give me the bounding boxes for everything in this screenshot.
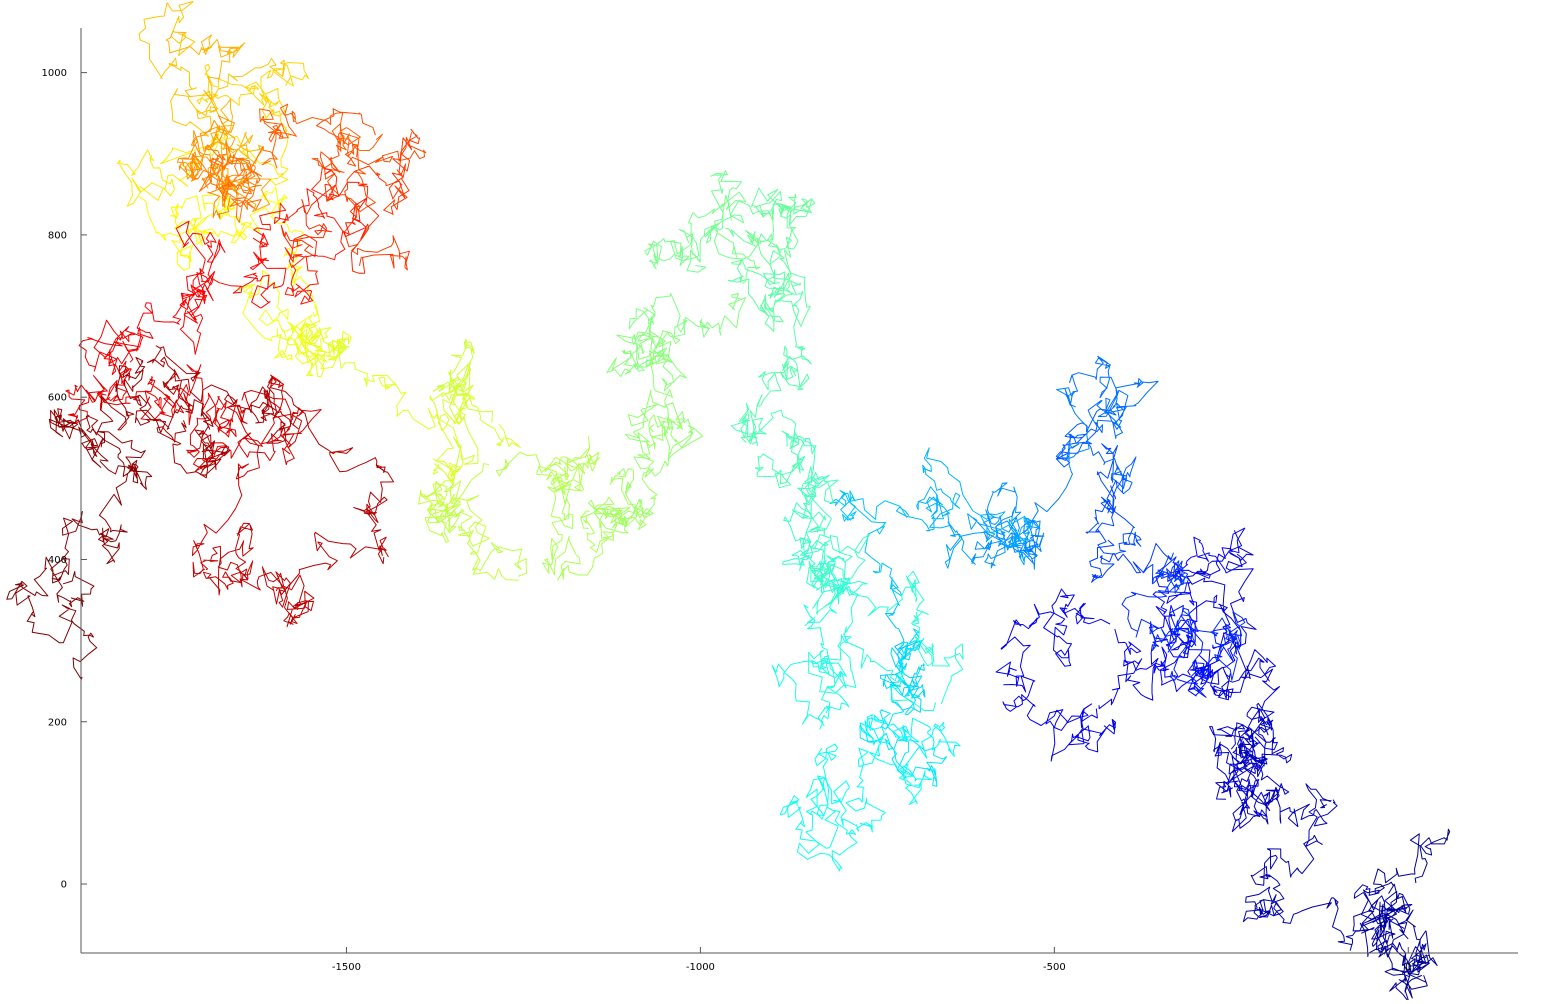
walk-segment — [263, 376, 394, 565]
walk-segment — [48, 408, 146, 484]
walk-segment — [944, 513, 1041, 569]
walk-segment — [200, 522, 286, 605]
x-tick-label: -500 — [1043, 962, 1066, 973]
walk-segment — [136, 268, 216, 355]
walk-segment — [165, 30, 265, 164]
walk-segment — [52, 438, 153, 577]
walk-segment — [880, 628, 926, 713]
walk-segment — [276, 325, 352, 377]
walk-segment — [138, 1, 286, 137]
walk-segment — [783, 502, 870, 589]
y-tick-label: 0 — [61, 880, 67, 891]
walk-segment — [85, 356, 191, 451]
axes — [80, 28, 1518, 954]
walk-segment — [804, 555, 937, 711]
y-tick-label: 400 — [48, 555, 67, 566]
walk-segment — [644, 191, 761, 284]
walk-segment — [191, 374, 292, 578]
x-tick-label: -1500 — [332, 962, 361, 973]
walk-segment — [252, 188, 367, 305]
walk-segment — [259, 103, 383, 169]
walk-segment — [138, 195, 253, 271]
walk-segment — [995, 588, 1111, 687]
y-tick-label: 800 — [48, 230, 67, 241]
walk-segment — [116, 127, 290, 207]
x-tick-label: 0 — [1405, 962, 1411, 973]
walk-segment — [429, 383, 521, 484]
walk-segment — [1169, 605, 1242, 698]
walk-segment — [1089, 539, 1189, 594]
walk-segment — [606, 330, 688, 392]
walk-segment — [725, 187, 816, 292]
walk-segment — [771, 604, 850, 730]
walk-segment — [198, 145, 278, 223]
walk-segment — [1225, 706, 1274, 778]
walk-segment — [187, 125, 272, 213]
walk-segment — [1064, 355, 1159, 439]
walk-segment — [1187, 546, 1276, 701]
walk-segment — [495, 436, 600, 496]
walk-segment — [1012, 387, 1090, 570]
walk-segment — [829, 489, 923, 665]
walk-segment — [261, 531, 389, 628]
walk-segment — [628, 292, 747, 372]
walk-segment — [782, 538, 849, 615]
walk-segment — [1085, 443, 1142, 555]
walk-segment — [1055, 408, 1137, 495]
walk-segment — [895, 447, 1032, 533]
walk-segment — [580, 474, 647, 539]
walk-segment — [1352, 890, 1413, 951]
walk-segment — [177, 115, 239, 207]
walk-segment — [786, 435, 839, 549]
walk-segment — [1152, 536, 1247, 697]
walk-segment — [624, 355, 704, 477]
walk-segment — [1209, 722, 1261, 833]
walk-segment — [740, 271, 812, 443]
y-ticks: 0 200 400 600 800 1000 — [42, 68, 87, 891]
walk-segment — [6, 556, 98, 680]
walk-segment — [970, 482, 1025, 569]
walk-segment — [686, 170, 782, 273]
walk-segment — [304, 323, 464, 483]
walk-segment — [147, 345, 295, 444]
walk-segment — [1371, 828, 1451, 999]
walk-segment — [280, 167, 380, 274]
walk-segment — [809, 743, 922, 833]
walk-segment — [424, 463, 527, 577]
x-tick-label: -1000 — [686, 962, 715, 973]
walk-segment — [1378, 909, 1438, 1004]
walk-segment — [1114, 527, 1246, 692]
x-ticks: -1500 -1000 -500 0 — [332, 947, 1411, 973]
walk-segment — [201, 186, 319, 317]
walk-segment — [859, 714, 961, 786]
walk-segment — [1215, 708, 1268, 818]
walk-segment — [731, 402, 806, 489]
walk-segment — [614, 414, 684, 528]
walk-segment — [1242, 783, 1332, 923]
walk-segment — [191, 140, 262, 220]
walk-segment — [779, 743, 858, 872]
walk-segment — [237, 270, 321, 361]
walk-segment — [343, 128, 421, 271]
walk-segment — [1002, 675, 1116, 762]
y-tick-label: 600 — [48, 393, 67, 404]
walk-segment — [175, 220, 287, 309]
walk-segment — [156, 379, 231, 479]
walk-segment — [820, 562, 964, 705]
random-walk-trace — [6, 1, 1451, 1004]
walk-segment — [78, 319, 144, 402]
y-tick-label: 200 — [48, 717, 67, 728]
walk-segment — [418, 449, 519, 581]
walk-segment — [542, 456, 614, 581]
walk-segment — [1186, 530, 1280, 751]
y-tick-label: 1000 — [42, 68, 67, 79]
